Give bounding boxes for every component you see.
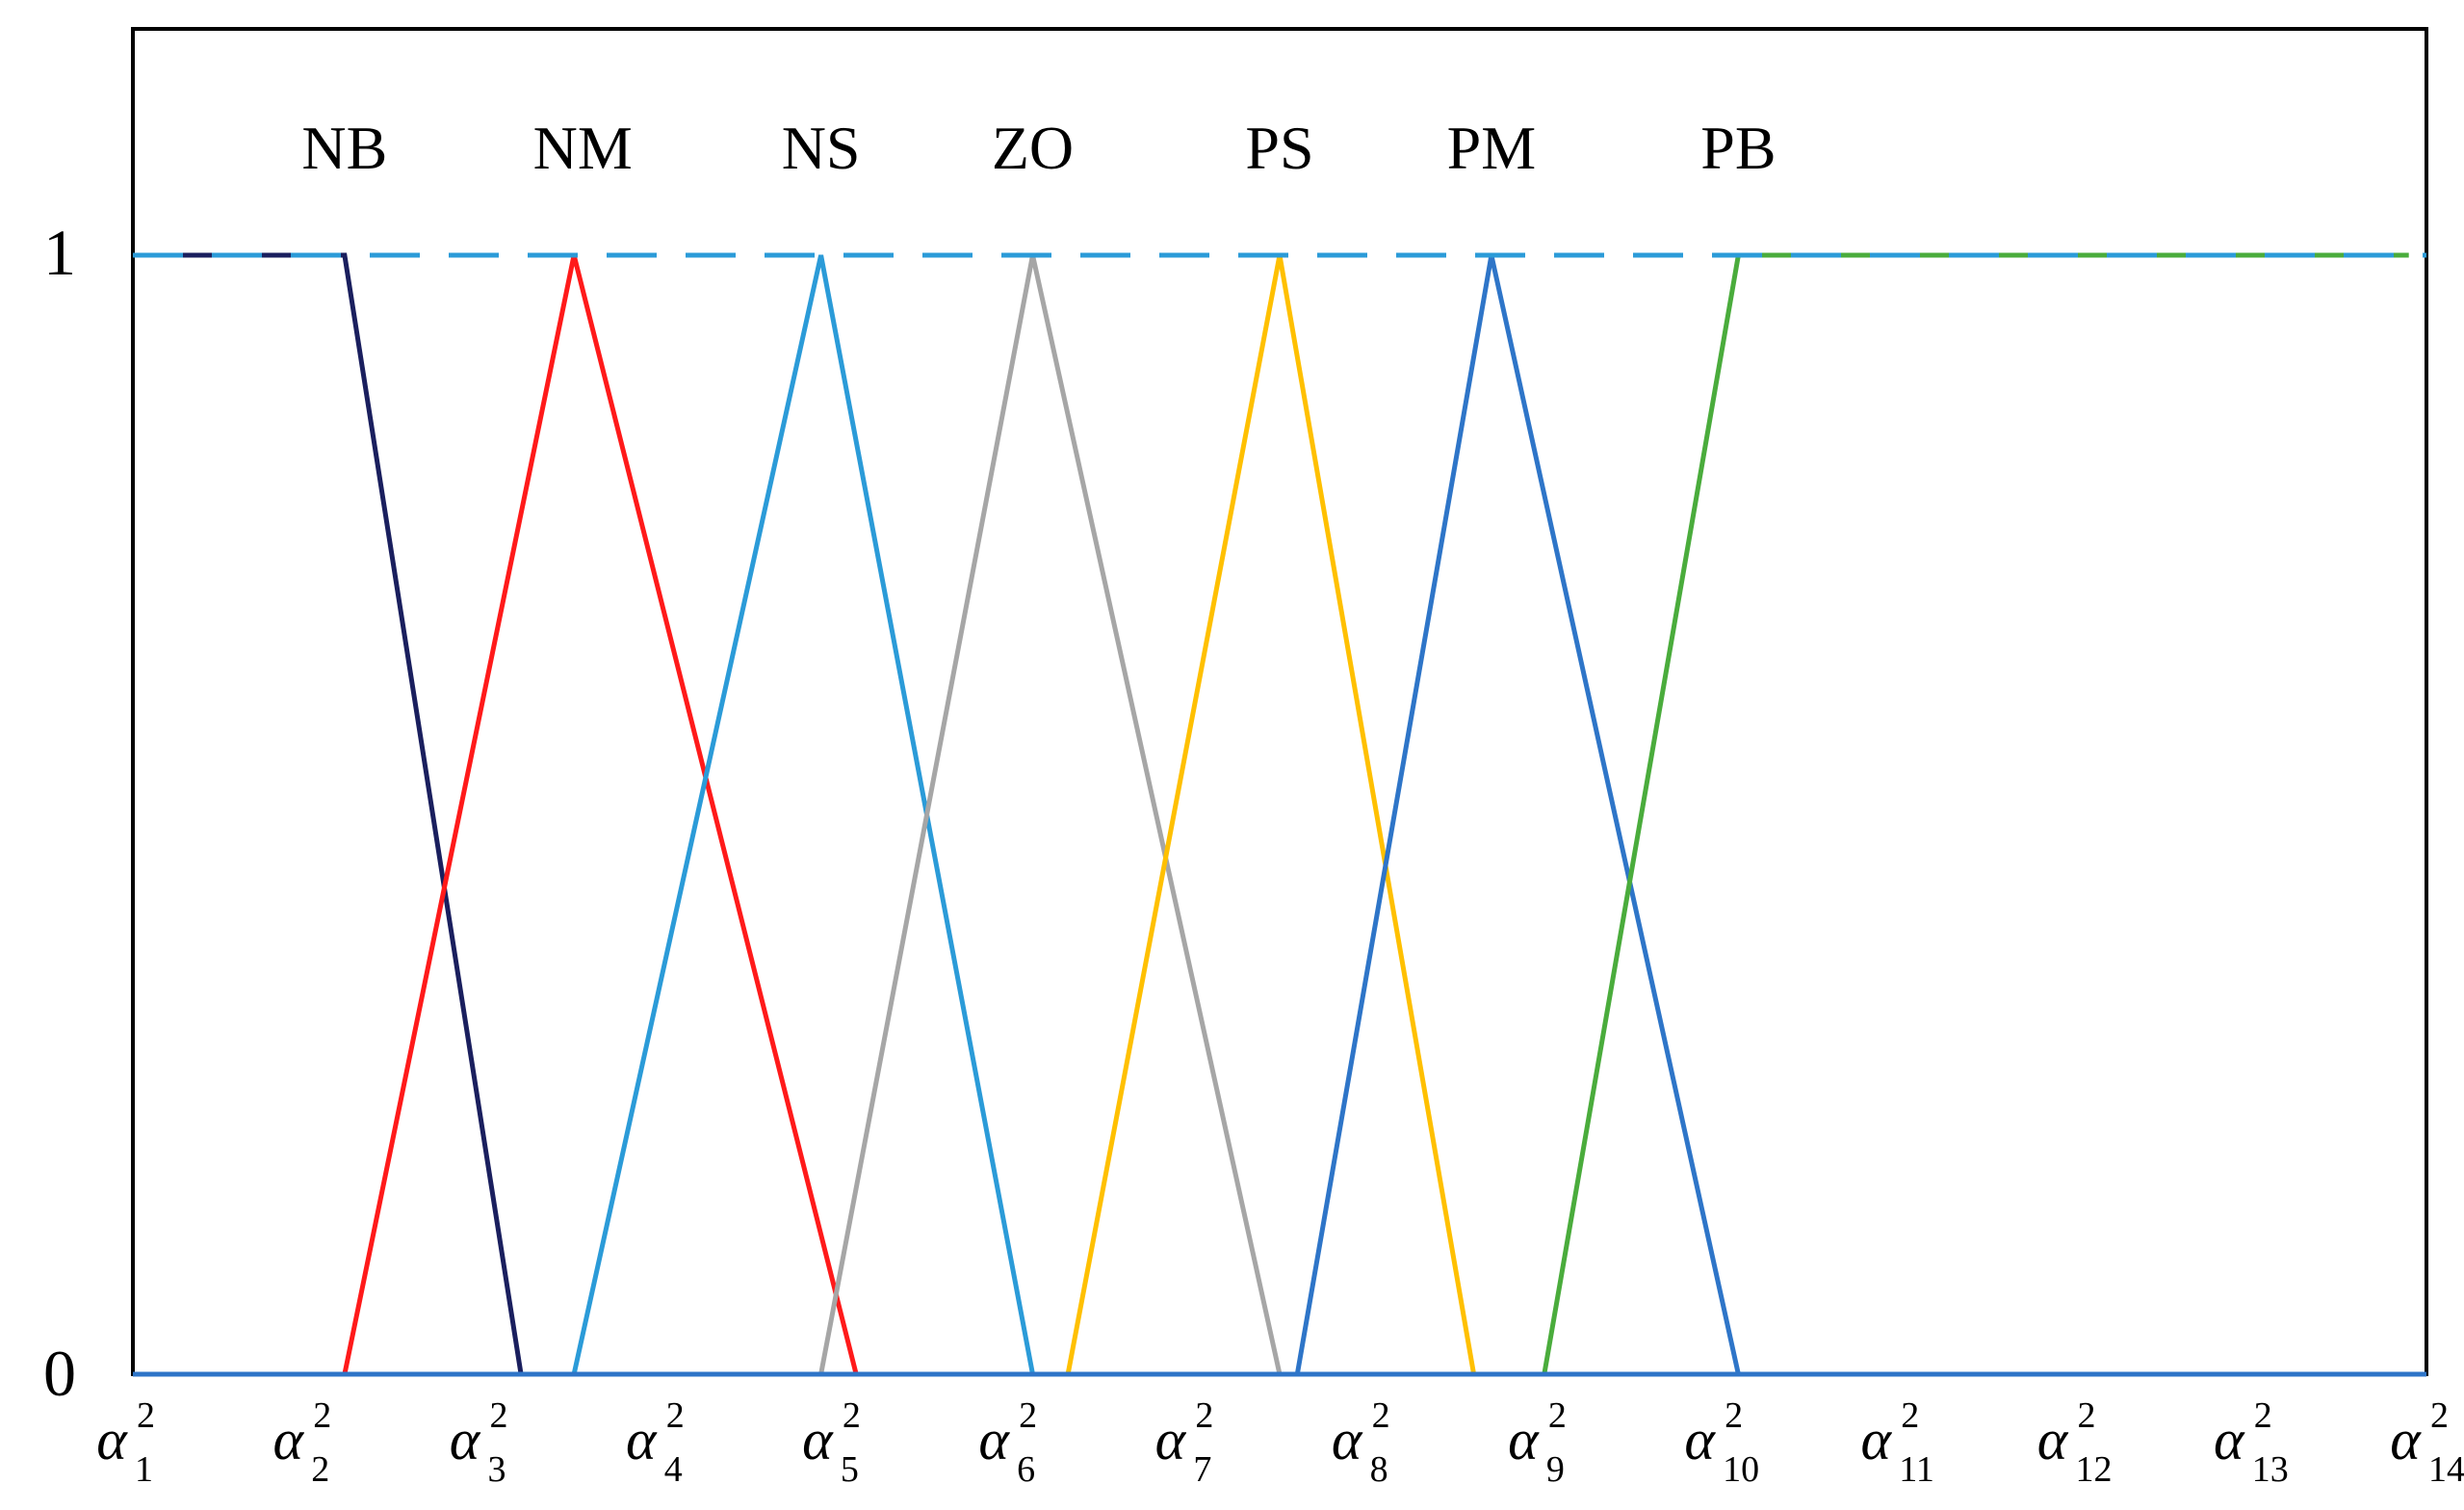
set-label-ns: NS [782,114,861,182]
x-tick-alpha-4: α 2 4 [626,1395,685,1490]
x-tick-sup: 2 [489,1395,507,1436]
x-tick-sub: 6 [1017,1449,1035,1490]
plot-area [131,27,2428,1377]
series-line-nb [133,252,524,1375]
x-tick-alpha-12: α 2 12 [2037,1395,2113,1490]
x-tick-sub: 2 [311,1449,329,1490]
set-labels: NB NM NS ZO PS PM PB [301,114,1776,182]
x-tick-sub: 1 [135,1449,153,1490]
x-tick-sup: 2 [1725,1395,1743,1436]
x-tick-sub: 13 [2252,1449,2289,1490]
x-tick-base: α [1508,1408,1540,1471]
x-tick-sup: 2 [1195,1395,1213,1436]
x-tick-base: α [96,1408,128,1471]
x-tick-sup: 2 [1372,1395,1390,1436]
x-tick-sub: 4 [664,1449,683,1490]
x-tick-base: α [450,1408,481,1471]
x-tick-base: α [802,1408,834,1471]
y-axis-ticks: 10 [43,216,76,1410]
x-tick-base: α [2390,1408,2422,1471]
x-tick-alpha-8: α 2 8 [1332,1395,1390,1490]
x-tick-sup: 2 [313,1395,331,1436]
x-tick-sup: 2 [1901,1395,1919,1436]
series-line-nm [342,254,859,1375]
x-tick-base: α [626,1408,658,1471]
x-tick-alpha-2: α 2 2 [272,1395,331,1490]
set-label-nb: NB [301,114,387,182]
set-label-nm: NM [533,114,633,182]
series-line-ps [1065,254,1477,1375]
x-tick-alpha-6: α 2 6 [978,1395,1037,1490]
x-tick-sub: 9 [1546,1449,1565,1490]
y-tick-1: 1 [43,216,76,289]
set-label-pb: PB [1700,114,1776,182]
x-tick-sub: 7 [1193,1449,1211,1490]
series-line-ns [571,254,1035,1375]
set-label-pm: PM [1447,114,1537,182]
series-line-pm [1294,254,1741,1375]
plot-frame [131,27,2428,1376]
x-tick-sub: 12 [2076,1449,2113,1490]
x-tick-alpha-14: α 2 14 [2390,1395,2464,1490]
x-tick-alpha-10: α 2 10 [1684,1395,1759,1490]
x-tick-base: α [1684,1408,1716,1471]
x-tick-base: α [1155,1408,1187,1471]
set-label-ps: PS [1245,114,1313,182]
x-tick-sup: 2 [2078,1395,2096,1436]
x-tick-base: α [2037,1408,2069,1471]
x-tick-base: α [1332,1408,1363,1471]
x-tick-base: α [272,1408,304,1471]
x-tick-alpha-9: α 2 9 [1508,1395,1567,1490]
x-tick-sup: 2 [2254,1395,2272,1436]
y-tick-0: 0 [43,1337,76,1410]
x-tick-sub: 8 [1370,1449,1388,1490]
x-tick-sub: 11 [1899,1449,1934,1490]
x-tick-base: α [2214,1408,2245,1471]
x-tick-alpha-5: α 2 5 [802,1395,861,1490]
x-axis-ticks: α 21 α 22 α 23 α 24 α 25 α 26 α 27 α 28 α 29 α 210 α 211 α 212 α… [96,1395,2464,1490]
x-tick-base: α [1861,1408,1893,1471]
series-line-zo [818,254,1283,1375]
x-tick-sub: 14 [2428,1449,2464,1490]
x-tick-alpha-11: α 2 11 [1861,1395,1934,1490]
x-tick-alpha-1: α 2 1 [96,1395,155,1490]
x-tick-sup: 2 [2430,1395,2449,1436]
series-line-pb [1542,252,2409,1375]
x-tick-alpha-13: α 2 13 [2214,1395,2289,1490]
x-tick-sup: 2 [1548,1395,1567,1436]
x-tick-sub: 3 [487,1449,506,1490]
x-tick-sup: 2 [666,1395,685,1436]
x-tick-sub: 10 [1723,1449,1759,1490]
x-tick-alpha-3: α 2 3 [450,1395,508,1490]
x-tick-sup: 2 [843,1395,861,1436]
set-label-zo: ZO [992,114,1074,182]
x-tick-sup: 2 [137,1395,155,1436]
x-tick-base: α [978,1408,1010,1471]
x-tick-sup: 2 [1019,1395,1037,1436]
x-tick-sub: 5 [841,1449,859,1490]
x-tick-alpha-7: α 2 7 [1155,1395,1214,1490]
